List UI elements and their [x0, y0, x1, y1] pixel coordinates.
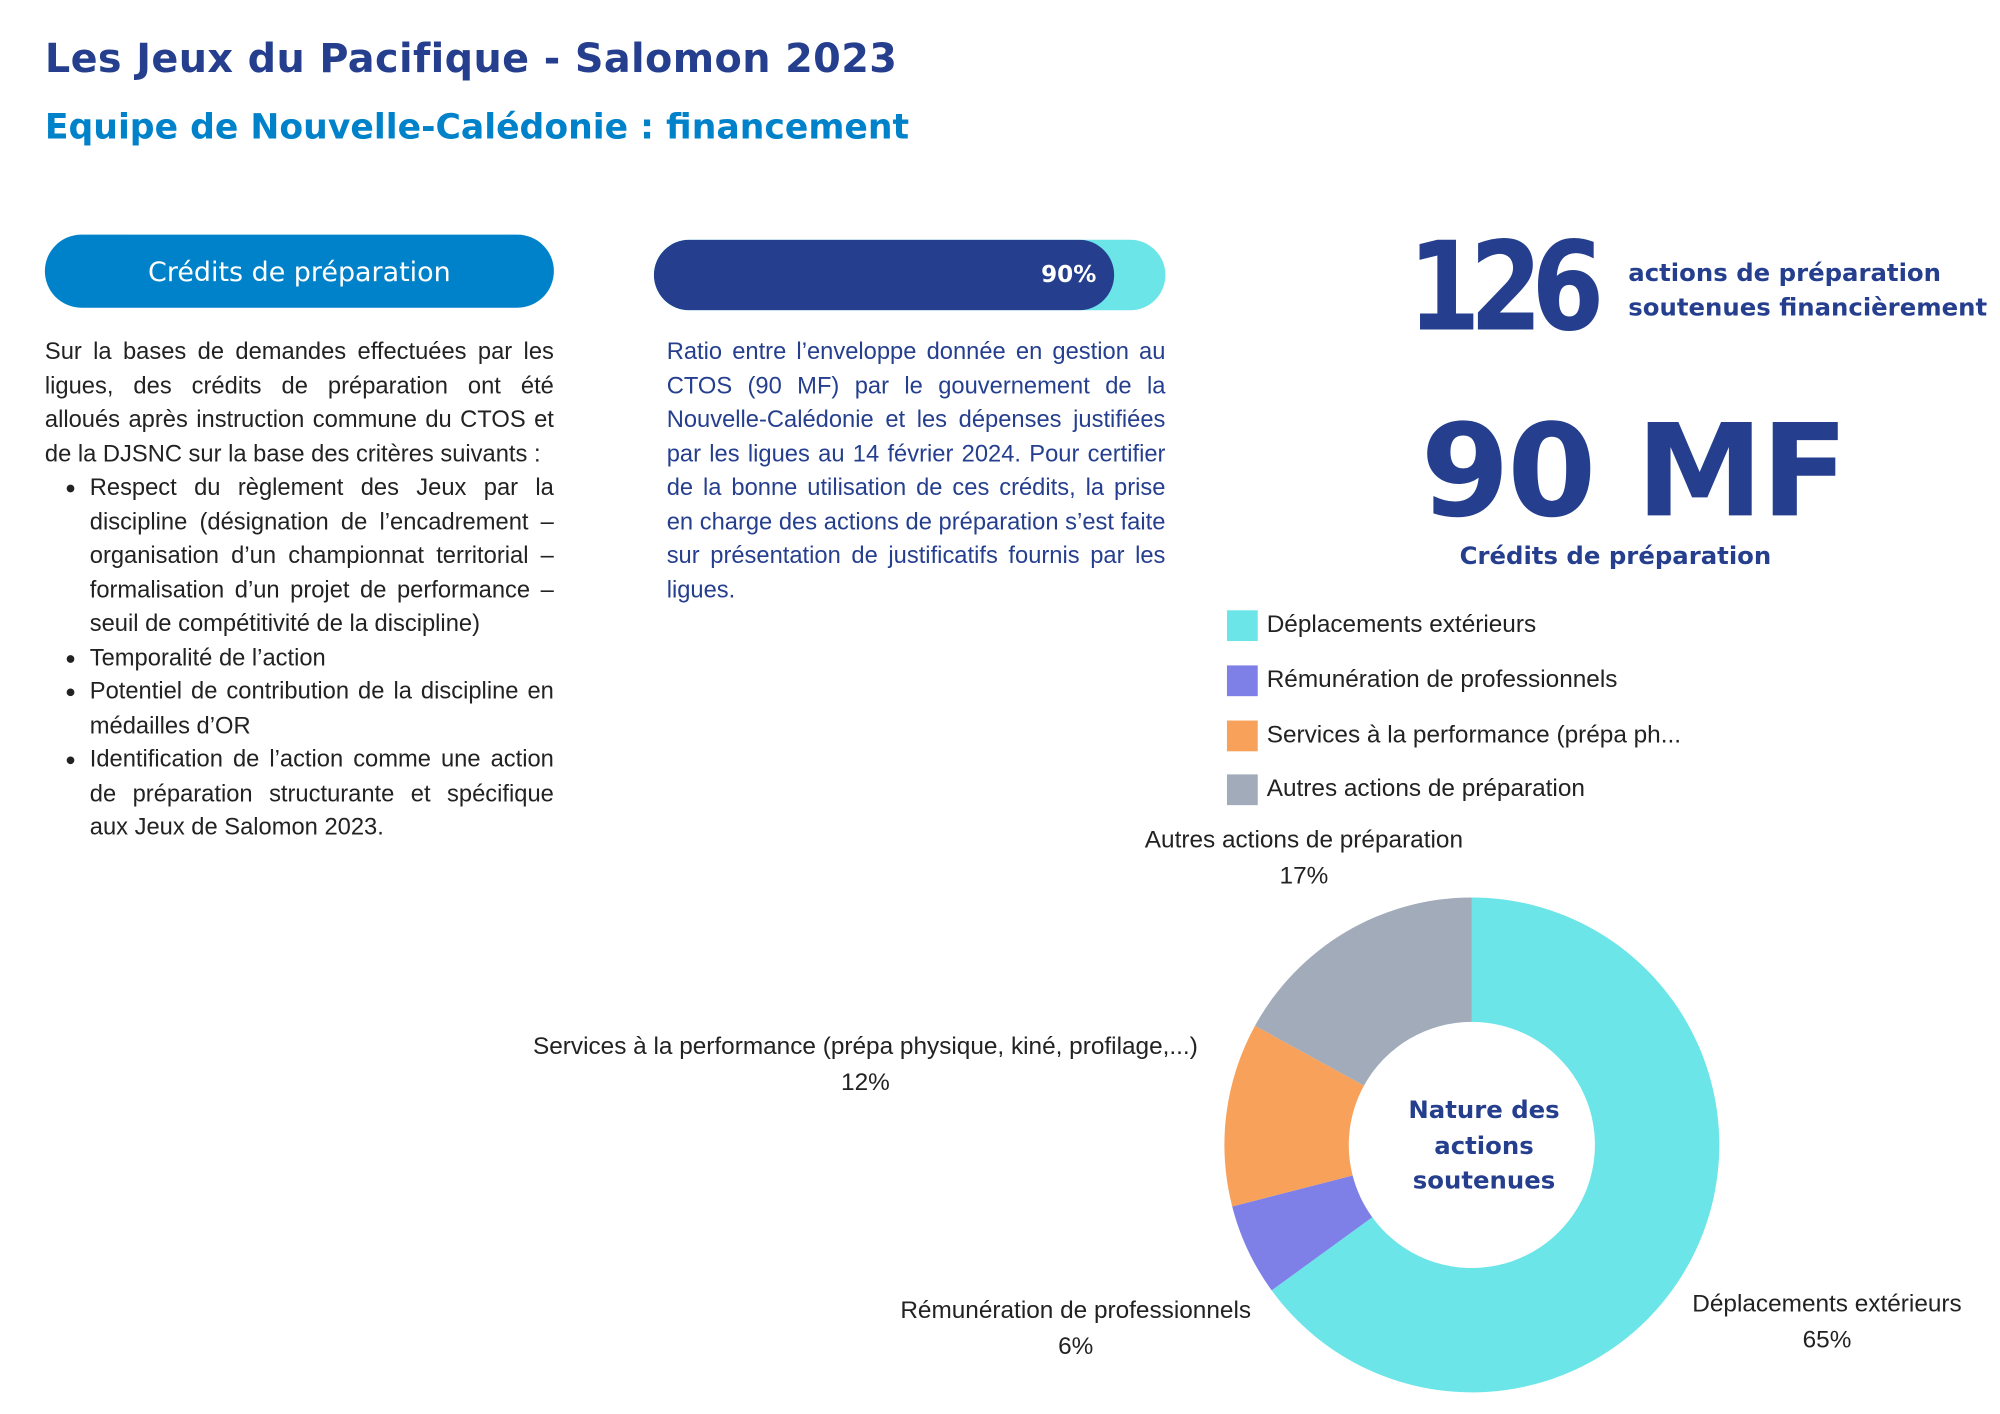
slice-label-services: Services à la performance (prépa physiqu… [500, 1030, 1231, 1102]
criteria-text: Sur la bases de demandes effectuées par … [45, 335, 554, 845]
progress-fill [653, 239, 1115, 311]
legend-item: Rémunération de professionnels [1226, 665, 1618, 697]
actions-caption-line1: actions de préparation [1628, 258, 1942, 288]
donut-slice [1255, 897, 1472, 1086]
criteria-item: Potentiel de contribution de la discipli… [90, 674, 554, 742]
page-subtitle: Equipe de Nouvelle-Calédonie : financeme… [44, 107, 910, 148]
donut-center-label: Nature des actions soutenues [1385, 1094, 1584, 1200]
legend-label: Rémunération de professionnels [1266, 666, 1618, 694]
slice-name: Déplacements extérieurs [1692, 1291, 1962, 1318]
legend-swatch [1226, 720, 1258, 752]
progress-label: 90% [1041, 261, 1097, 289]
legend-item: Déplacements extérieurs [1226, 610, 1537, 642]
center-line: soutenues [1412, 1166, 1556, 1195]
credits-section-button[interactable]: Crédits de préparation [44, 234, 554, 308]
center-line: Nature des [1408, 1096, 1560, 1125]
legend-swatch [1226, 665, 1258, 697]
donut-slice [1232, 1175, 1373, 1291]
slice-percent: 65% [1802, 1326, 1852, 1354]
legend-label: Autres actions de préparation [1266, 775, 1585, 803]
slice-label-deplacements: Déplacements extérieurs 65% [1660, 1287, 1993, 1359]
actions-caption: actions de préparation soutenues financi… [1628, 256, 1987, 325]
page-title: Les Jeux du Pacifique - Salomon 2023 [44, 35, 898, 83]
criteria-item: Respect du règlement des Jeux par la dis… [90, 471, 554, 641]
credits-amount: 90 MF [1420, 396, 1849, 547]
slice-label-remuneration: Rémunération de professionnels 6% [871, 1294, 1281, 1366]
center-line: actions [1434, 1131, 1534, 1160]
legend-item: Services à la performance (prépa ph... [1226, 720, 1682, 752]
slice-percent: 6% [1058, 1333, 1094, 1361]
slice-name: Services à la performance (prépa physiqu… [532, 1033, 1198, 1061]
legend-label: Services à la performance (prépa ph... [1266, 721, 1682, 749]
legend-swatch [1226, 610, 1258, 642]
progress-bar: 90% [653, 239, 1166, 311]
donut-slice [1271, 897, 1720, 1393]
actions-caption-line2: soutenues financièrement [1628, 293, 1988, 322]
slice-percent: 17% [1279, 862, 1329, 890]
ratio-description: Ratio entre l’enveloppe donnée en gestio… [666, 337, 1166, 602]
slice-label-autres: Autres actions de préparation 17% [1112, 823, 1497, 895]
credits-caption: Crédits de préparation [1459, 542, 1772, 571]
criteria-item: Identification de l’action comme une act… [90, 742, 554, 844]
criteria-list: Respect du règlement des Jeux par la dis… [45, 471, 554, 845]
slice-percent: 12% [841, 1069, 890, 1097]
legend-swatch [1226, 774, 1258, 806]
slice-name: Autres actions de préparation [1144, 826, 1464, 854]
donut-slice [1224, 1025, 1364, 1207]
legend-label: Déplacements extérieurs [1266, 611, 1537, 639]
criteria-item: Temporalité de l’action [90, 640, 554, 674]
legend-item: Autres actions de préparation [1226, 774, 1585, 806]
actions-count: 126 [1407, 215, 1605, 359]
slice-name: Rémunération de professionnels [900, 1297, 1252, 1325]
criteria-intro: Sur la bases de demandes effectuées par … [44, 337, 554, 467]
